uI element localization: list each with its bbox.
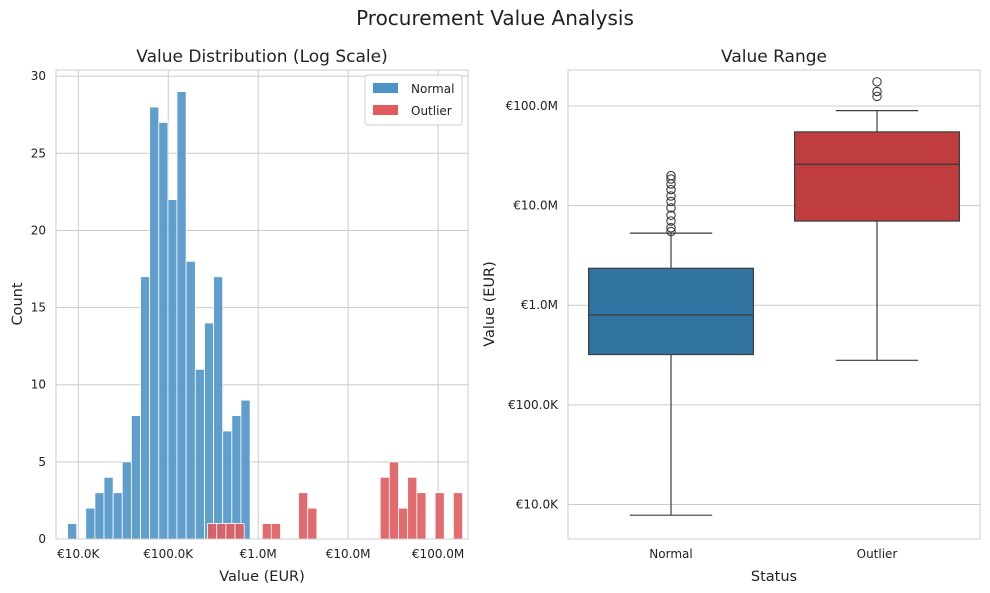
histogram-bar [149,106,160,540]
histogram-y-tick-label: 5 [38,455,46,469]
histogram-bar [453,492,463,540]
outlier-point [666,216,676,226]
histogram-bar [434,492,445,540]
histogram-bar [307,507,318,540]
outlier-point [666,184,676,195]
histogram-grid [56,70,468,540]
histogram-chart: Value Distribution (Log Scale) €10.0K €10… [10,47,469,585]
histogram-bar [204,322,214,540]
boxplot-y-tick-label: €100.0M [506,99,558,113]
boxplot-y-ticks: €10.0K €100.0K €1.0M €10.0M €100.0M [506,99,559,511]
histogram-y-tick-label: 10 [31,378,46,392]
histogram-bar [270,523,281,540]
histogram-x-tick-label: €10.0M [326,547,371,561]
histogram-bar [140,276,151,540]
histogram-bar [94,492,105,540]
boxplot-y-tick-label: €10.0K [516,497,559,511]
histogram-y-label: Count [10,282,26,325]
histogram-bar [176,91,187,540]
histogram-bar [398,507,409,540]
outlier-point [666,174,676,184]
outlier-point [666,191,676,201]
outlier-point [872,77,882,87]
histogram-x-tick-label: €100.0K [143,547,194,561]
histogram-series-outlier [207,461,463,540]
boxplot-chart: Value Range €10.0K €100.0K €1.0M €10.0M €100… [482,47,981,585]
histogram-bar [407,476,418,540]
histogram-bar [298,492,309,540]
boxplot-x-tick-label: Outlier [857,547,898,561]
histogram-y-tick-label: 30 [31,69,46,83]
outlier-point [666,222,676,233]
boxplot-title: Value Range [721,47,827,67]
histogram-series-normal [67,91,251,540]
histogram-bar [85,507,96,540]
boxplot-y-tick-label: €10.0M [513,199,558,213]
legend-swatch-outlier [373,105,398,115]
histogram-legend: Normal Outlier [364,74,463,126]
histogram-bar [231,415,242,540]
histogram-bar [213,276,224,540]
outlier-point [666,226,676,237]
boxplot-marks [587,77,960,516]
figure-title: Procurement Value Analysis [356,6,634,30]
boxplot-y-tick-label: €1.0M [521,298,558,312]
legend-label-normal: Normal [411,82,454,96]
histogram-bar [234,523,245,540]
legend-label-outlier: Outlier [411,104,452,118]
histogram-bar [207,523,218,540]
histogram-bar [261,523,272,540]
histogram-y-tick-label: 0 [38,532,46,546]
histogram-frame [55,69,469,540]
box-iqr [793,131,960,222]
box-iqr [587,267,754,356]
outlier-point [872,86,882,97]
histogram-bar [416,492,427,540]
histogram-bar [222,430,233,540]
histogram-bar [379,476,390,540]
histogram-bar [240,399,251,540]
legend-swatch-normal [373,83,398,93]
histogram-bar [67,523,78,540]
boxplot-x-ticks: Normal Outlier [649,547,897,561]
histogram-bar [216,523,227,540]
histogram-bar [185,260,196,540]
outlier-point [666,210,676,221]
boxplot-x-label: Status [751,569,797,585]
histogram-y-tick-label: 25 [31,146,46,160]
histogram-bar [167,199,178,540]
outlier-point [666,203,676,213]
boxplot-x-tick-label: Normal [649,547,692,561]
histogram-bar [388,461,399,540]
histogram-bars [67,91,463,540]
outlier-point [872,91,882,102]
box-outlier [793,77,960,361]
boxplot-frame [567,69,981,540]
histogram-y-ticks: 0 5 10 15 20 25 30 [31,69,46,546]
histogram-y-tick-label: 20 [31,223,46,237]
histogram-bar [112,492,123,540]
histogram-x-ticks: €10.0K €100.0K €1.0M €10.0M €100.0M [57,547,464,561]
histogram-y-tick-label: 15 [31,301,46,315]
histogram-bar [194,368,205,540]
boxplot-y-label: Value (EUR) [482,261,498,347]
histogram-x-tick-label: €10.0K [57,547,100,561]
histogram-bar [225,523,236,540]
boxplot-y-tick-label: €100.0K [508,398,559,412]
histogram-title: Value Distribution (Log Scale) [136,47,387,67]
histogram-bar [158,122,169,540]
histogram-bar [121,461,132,540]
histogram-bar [103,476,114,540]
outlier-point [666,170,676,181]
histogram-x-tick-label: €1.0M [240,547,277,561]
histogram-x-tick-label: €100.0M [412,547,464,561]
outlier-point [666,179,676,189]
box-normal [587,170,754,516]
histogram-bar [130,415,141,540]
histogram-x-label: Value (EUR) [219,569,305,585]
outlier-point [666,196,676,207]
